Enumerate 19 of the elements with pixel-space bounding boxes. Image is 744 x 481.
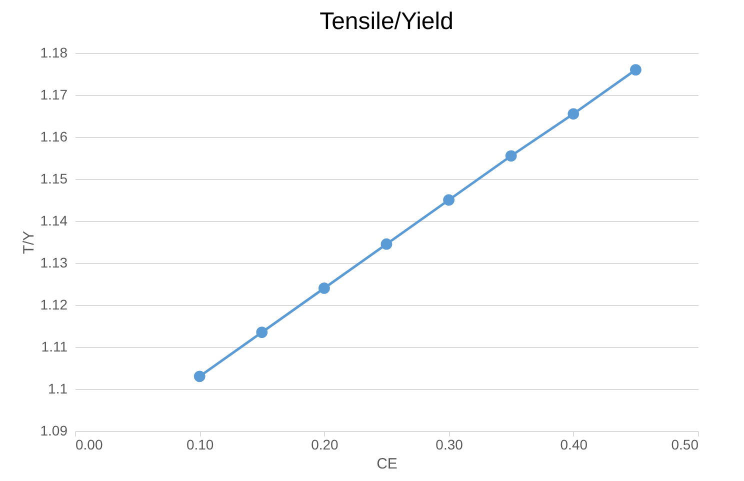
y-axis-title: T/Y xyxy=(20,230,38,254)
x-tick-label: 0.40 xyxy=(560,436,588,452)
y-tick-label: 1.11 xyxy=(41,338,68,354)
x-tick-label: 0.10 xyxy=(186,436,214,452)
chart-title: Tensile/Yield xyxy=(320,8,454,35)
y-tick-label: 1.13 xyxy=(40,254,68,270)
y-tick-label: 1.17 xyxy=(40,86,68,102)
x-axis-title: CE xyxy=(376,456,398,472)
y-tick-label: 1.18 xyxy=(40,44,68,60)
y-tick-label: 1.14 xyxy=(40,212,68,228)
y-tick-label: 1.09 xyxy=(40,422,68,438)
y-tick-label: 1.16 xyxy=(40,128,68,144)
x-tick-label: 0.50 xyxy=(671,436,699,452)
x-tick-label: 0.20 xyxy=(311,436,339,452)
y-tick-label: 1.15 xyxy=(40,170,68,186)
x-tick-label: 0.30 xyxy=(436,436,464,452)
y-tick-label: 1.12 xyxy=(40,296,68,312)
x-tick-label: 0.00 xyxy=(76,436,103,452)
y-tick-label: 1.1 xyxy=(48,380,68,396)
